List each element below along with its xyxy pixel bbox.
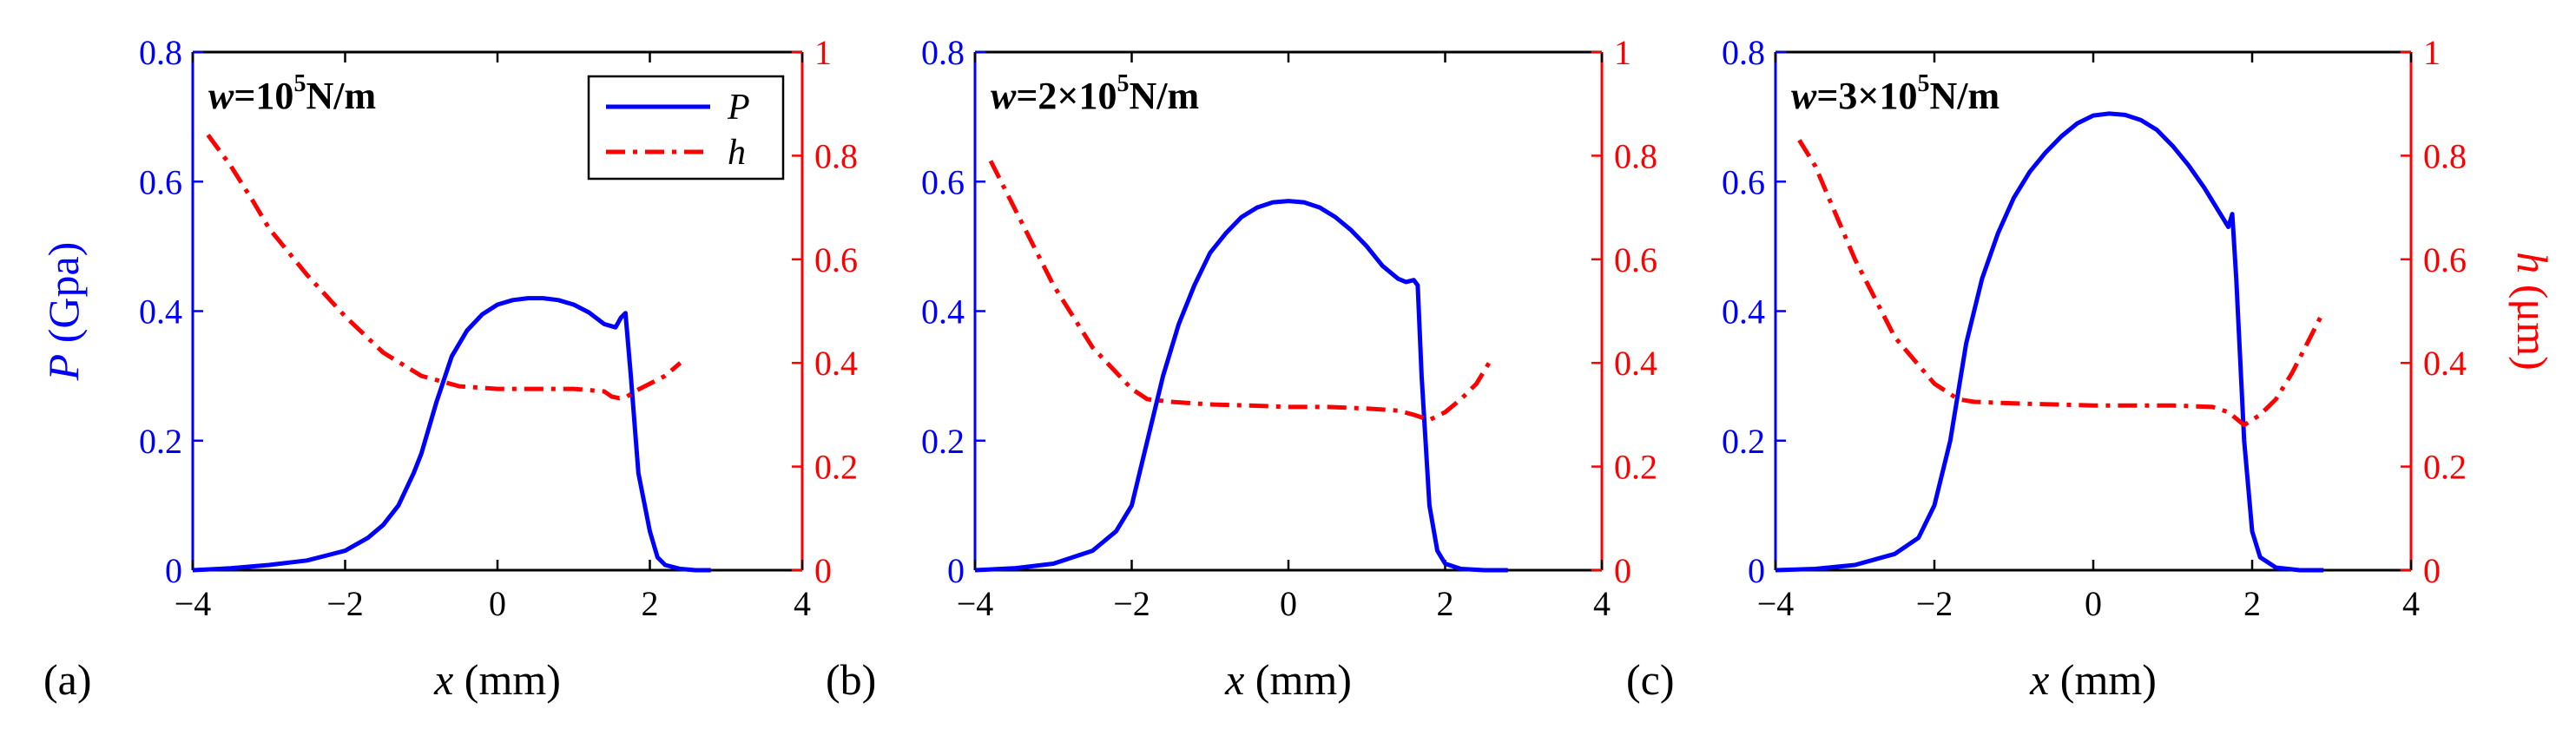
y-left-tick-label: 0 (1748, 551, 1765, 590)
y-left-tick-label: 0.4 (921, 292, 965, 332)
y-left-tick-label: 0.8 (921, 33, 965, 72)
y-right-tick-label: 0.2 (814, 448, 858, 487)
panel-label: (a) (43, 655, 92, 704)
y-right-tick-label: 1 (1614, 33, 1631, 72)
x-tick-label: 0 (1280, 584, 1297, 623)
y-left-axis-label: P (Gpa) (39, 242, 88, 382)
y-left-tick-label: 0.2 (139, 422, 182, 461)
x-tick-label: −2 (1113, 584, 1150, 623)
y-right-tick-label: 0.4 (814, 344, 858, 383)
y-left-tick-label: 0.6 (139, 162, 182, 201)
y-right-tick-label: 0.2 (2423, 448, 2467, 487)
x-tick-label: 2 (2243, 584, 2261, 623)
series-line-h (206, 134, 682, 401)
load-annotation: w=2×105N/m (991, 70, 1199, 117)
y-left-tick-label: 0.2 (1722, 422, 1765, 461)
y-left-tick-label: 0.4 (139, 292, 182, 332)
y-right-tick-label: 0.8 (814, 136, 858, 175)
y-left-tick-label: 0.6 (921, 162, 965, 201)
y-right-axis-label: h (μm) (2508, 252, 2557, 371)
x-tick-label: −4 (957, 584, 994, 623)
legend: Ph (587, 75, 785, 181)
y-right-tick-label: 0.8 (2423, 136, 2467, 175)
x-axis-label: x (mm) (2029, 655, 2157, 704)
x-tick-label: −2 (326, 584, 364, 623)
load-annotation: w=3×105N/m (1791, 70, 2000, 117)
y-left-tick-label: 0.4 (1722, 292, 1765, 332)
legend-box (587, 75, 785, 181)
series-line-P (974, 199, 1508, 573)
y-left-tick-label: 0.6 (1722, 162, 1765, 201)
series-line-h (1797, 139, 2326, 428)
x-tick-label: 0 (2085, 584, 2102, 623)
y-right-tick-label: 1 (2423, 33, 2441, 72)
y-right-tick-label: 0.6 (1614, 240, 1657, 279)
y-right-tick-label: 0.8 (1614, 136, 1657, 175)
x-tick-label: 4 (1593, 584, 1611, 623)
x-tick-label: −2 (1916, 584, 1953, 623)
x-axis-label: x (mm) (433, 655, 561, 704)
legend-label-P: P (727, 88, 750, 128)
y-right-tick-label: 0 (2423, 551, 2441, 590)
x-tick-label: 4 (2402, 584, 2420, 623)
y-left-tick-label: 0.8 (139, 33, 182, 72)
panel-2: −4 −2 0 2 400.20.40.60.800.20.40.60.81w=2×10… (826, 33, 1657, 704)
series-line-P (1775, 111, 2324, 573)
y-right-tick-label: 0 (814, 551, 832, 590)
x-tick-label: 4 (794, 584, 811, 623)
x-axis-label: x (mm) (1224, 655, 1352, 704)
y-right-tick-label: 0.2 (1614, 448, 1657, 487)
x-tick-label: 2 (1437, 584, 1454, 623)
y-left-tick-label: 0 (947, 551, 965, 590)
panel-label: (b) (826, 655, 876, 704)
y-left-tick-label: 0.8 (1722, 33, 1765, 72)
x-tick-label: 2 (642, 584, 659, 623)
y-left-tick-label: 0.2 (921, 422, 965, 461)
y-right-tick-label: 0.6 (2423, 240, 2467, 279)
y-right-tick-label: 1 (814, 33, 832, 72)
y-left-tick-label: 0 (165, 551, 182, 590)
x-tick-label: −4 (1757, 584, 1795, 623)
y-right-tick-label: 0.4 (2423, 344, 2467, 383)
x-tick-label: 0 (489, 584, 506, 623)
series-line-h (988, 160, 1494, 423)
y-right-tick-label: 0 (1614, 551, 1631, 590)
panel-label: (c) (1626, 655, 1675, 704)
panel-1: −4 −2 0 2 400.20.40.60.800.20.40.60.81w=105N… (43, 33, 858, 704)
x-tick-label: −4 (175, 584, 212, 623)
load-annotation: w=105N/m (208, 70, 376, 117)
y-right-tick-label: 0.6 (814, 240, 858, 279)
panel-3: −4 −2 0 2 400.20.40.60.800.20.40.60.81w=3×10… (1626, 33, 2467, 704)
series-line-P (192, 296, 711, 573)
y-right-tick-label: 0.4 (1614, 344, 1657, 383)
legend-label-h: h (728, 133, 746, 173)
